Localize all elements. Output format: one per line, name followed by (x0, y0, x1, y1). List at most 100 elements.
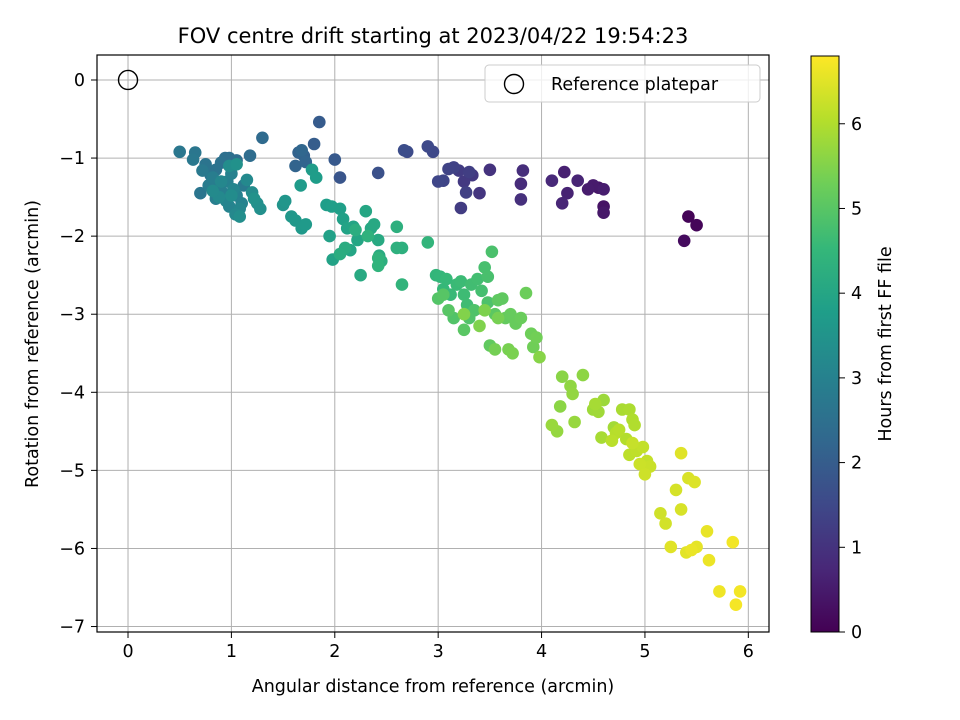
data-point (516, 164, 530, 177)
data-point (442, 304, 455, 317)
data-point (589, 397, 602, 411)
y-axis-label: Rotation from reference (arcmin) (23, 200, 43, 488)
data-point (702, 553, 716, 567)
data-point (555, 197, 569, 210)
data-point (442, 162, 455, 176)
data-point (194, 186, 207, 200)
data-point (555, 370, 569, 384)
reference-point (117, 69, 139, 91)
data-point (307, 137, 321, 151)
data-point (333, 202, 347, 216)
data-point (553, 400, 567, 413)
colorbar-tick-label: 4 (851, 284, 862, 304)
data-point (628, 418, 641, 432)
data-point (729, 598, 743, 611)
colorbar-tick-label: 2 (851, 454, 862, 474)
data-points (173, 115, 747, 611)
data-point (545, 418, 559, 432)
data-point (558, 165, 571, 179)
y-tick-label: −7 (59, 618, 85, 638)
data-point (514, 193, 528, 206)
data-point (240, 173, 254, 187)
data-point (733, 585, 747, 598)
legend: Reference platepar (484, 64, 761, 103)
data-point (633, 457, 647, 471)
data-point (459, 186, 473, 199)
data-point (294, 179, 308, 192)
chart-title: FOV centre drift starting at 2023/04/22 … (178, 24, 689, 48)
data-point (690, 218, 703, 232)
data-point (471, 272, 484, 286)
data-point (685, 543, 698, 557)
colorbar-tick-label: 0 (851, 623, 862, 643)
data-point (390, 241, 404, 255)
x-axis: 0 1 2 3 4 5 6 (122, 632, 754, 662)
data-point (674, 503, 688, 516)
data-point (605, 434, 619, 448)
data-point (654, 507, 667, 520)
data-point (688, 475, 701, 489)
data-point (483, 163, 497, 177)
colorbar-tick-label: 5 (851, 199, 862, 219)
data-point (371, 166, 385, 180)
data-point (457, 288, 471, 302)
data-point (397, 144, 411, 157)
data-point (278, 194, 292, 208)
data-point (359, 204, 373, 218)
data-point (390, 220, 404, 234)
data-point (595, 431, 608, 444)
data-point (481, 270, 495, 284)
data-point (431, 175, 445, 188)
data-point (561, 186, 574, 200)
data-point (354, 268, 367, 282)
data-point (289, 159, 302, 173)
data-point (214, 175, 228, 188)
data-point (421, 140, 435, 153)
x-tick-label: 5 (639, 642, 650, 662)
data-point (506, 347, 519, 360)
data-point (726, 535, 740, 549)
data-point (677, 234, 691, 248)
data-point (309, 171, 323, 184)
data-point (457, 323, 471, 337)
data-point (206, 184, 220, 198)
x-axis-label: Angular distance from reference (arcmin) (252, 677, 615, 697)
y-tick-label: −3 (59, 305, 85, 325)
data-point (488, 343, 502, 356)
data-point (371, 233, 385, 247)
data-point (349, 223, 362, 237)
data-point (333, 247, 347, 261)
data-point (623, 403, 636, 416)
data-point (571, 174, 584, 187)
x-tick-label: 4 (536, 642, 547, 662)
colorbar-ticks: 0 1 2 3 4 5 6 (839, 115, 862, 643)
data-point (473, 319, 486, 333)
data-point (440, 272, 453, 286)
x-tick-label: 1 (226, 642, 237, 662)
data-point (457, 175, 471, 188)
data-point (243, 149, 257, 162)
data-point (437, 288, 450, 302)
x-tick-label: 3 (433, 642, 444, 662)
data-point (299, 218, 313, 231)
legend-marker-reference (503, 73, 525, 95)
plot-frame (96, 54, 770, 633)
data-point (638, 468, 652, 481)
data-point (395, 278, 409, 291)
y-tick-label: −6 (59, 539, 85, 559)
colorbar: 0 1 2 3 4 5 6 Hours from first FF file (810, 55, 896, 643)
data-point (457, 307, 471, 321)
data-point (496, 292, 509, 305)
data-point (333, 171, 347, 184)
y-tick-label: −1 (59, 149, 85, 169)
data-point (421, 236, 435, 249)
data-point (581, 183, 595, 196)
data-point (247, 192, 261, 205)
data-point (367, 218, 381, 231)
data-point (462, 165, 476, 179)
colorbar-tick-label: 3 (851, 369, 862, 389)
data-point (173, 145, 186, 159)
data-point (233, 210, 246, 223)
data-point (478, 304, 492, 317)
